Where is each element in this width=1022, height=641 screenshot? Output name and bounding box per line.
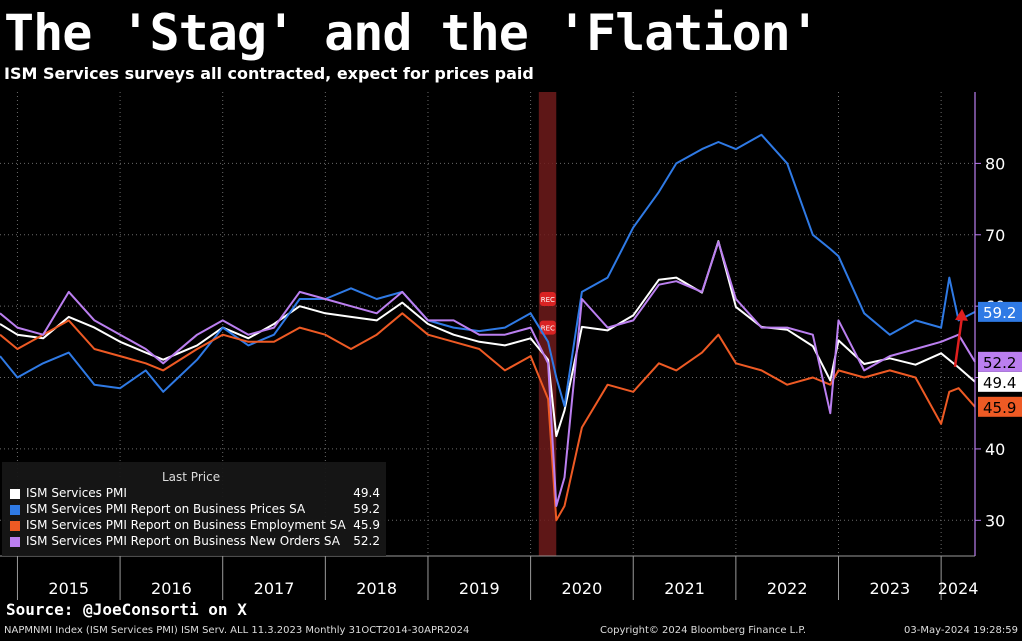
last-value-box bbox=[978, 351, 1022, 372]
legend-item-name: ISM Services PMI bbox=[26, 486, 127, 500]
last-value-box bbox=[978, 301, 1022, 322]
legend-swatch bbox=[10, 505, 20, 515]
footer-series-info: NAPMNMI Index (ISM Services PMI) ISM Ser… bbox=[4, 625, 470, 636]
recession-marker bbox=[539, 320, 556, 335]
legend-item-value: 59.2 bbox=[353, 502, 380, 516]
last-value-label: 49.4 bbox=[983, 374, 1016, 392]
arrow-head bbox=[955, 308, 968, 321]
series-line bbox=[0, 133, 976, 408]
legend-item-value: 49.4 bbox=[353, 486, 380, 500]
y-tick-label: 30 bbox=[985, 511, 1005, 530]
last-value-label: 59.2 bbox=[983, 304, 1016, 322]
legend-item-name: ISM Services PMI Report on Business Empl… bbox=[26, 518, 346, 532]
legend-item: ISM Services PMI Report on Business New … bbox=[10, 534, 380, 550]
recession-marker bbox=[539, 292, 556, 307]
legend-item-value: 45.9 bbox=[353, 518, 380, 532]
legend-heading: Last Price bbox=[162, 470, 221, 484]
last-value-label: 45.9 bbox=[983, 399, 1016, 417]
recession-marker-label: REC bbox=[541, 325, 555, 333]
x-tick-label: 2023 bbox=[869, 579, 910, 598]
last-value-labels: 49.4 59.2 45.9 52.2 bbox=[978, 301, 1022, 417]
legend-item: ISM Services PMI Report on Business Pric… bbox=[10, 502, 380, 518]
x-tick-label: 2024 bbox=[938, 579, 979, 598]
x-tick-label: 2019 bbox=[459, 579, 500, 598]
legend-swatch bbox=[10, 521, 20, 531]
y-tick-label: 40 bbox=[985, 440, 1005, 459]
recession-marker-label: REC bbox=[541, 296, 555, 304]
last-value-label: 52.2 bbox=[983, 354, 1016, 372]
x-tick-label: 2022 bbox=[767, 579, 808, 598]
legend-item-value: 52.2 bbox=[353, 534, 380, 548]
legend-item-name: ISM Services PMI Report on Business New … bbox=[26, 534, 340, 548]
footer-timestamp: 03-May-2024 19:28:59 bbox=[904, 625, 1018, 636]
legend-swatch bbox=[10, 537, 20, 547]
x-tick-label: 2021 bbox=[664, 579, 705, 598]
arrow-shaft bbox=[953, 316, 964, 368]
y-tick-label: 70 bbox=[985, 226, 1005, 245]
series-line bbox=[0, 240, 976, 507]
x-tick-label: 2018 bbox=[356, 579, 397, 598]
last-value-box bbox=[978, 371, 1022, 392]
footer-copyright: Copyright© 2024 Bloomberg Finance L.P. bbox=[600, 625, 807, 636]
chart-title: The 'Stag' and the 'Flation' bbox=[4, 4, 820, 62]
last-value-box bbox=[978, 396, 1022, 417]
y-tick-label: 80 bbox=[985, 154, 1005, 173]
x-tick-label: 2015 bbox=[48, 579, 89, 598]
legend-item: ISM Services PMI 49.4 bbox=[10, 486, 380, 502]
x-tick-label: 2017 bbox=[254, 579, 295, 598]
legend-item-name: ISM Services PMI Report on Business Pric… bbox=[26, 502, 306, 516]
red-arrow bbox=[953, 308, 968, 368]
x-tick-label: 2020 bbox=[562, 579, 603, 598]
source-credit: Source: @JoeConsorti on X bbox=[6, 600, 247, 619]
x-tick-label: 2016 bbox=[151, 579, 192, 598]
legend: Last Price ISM Services PMI 49.4 ISM Ser… bbox=[2, 462, 386, 556]
series-line bbox=[0, 312, 976, 522]
legend-swatch bbox=[10, 489, 20, 499]
chart-subtitle: ISM Services surveys all contracted, exp… bbox=[4, 64, 534, 83]
legend-item: ISM Services PMI Report on Business Empl… bbox=[10, 518, 380, 534]
series-lines bbox=[0, 133, 976, 522]
